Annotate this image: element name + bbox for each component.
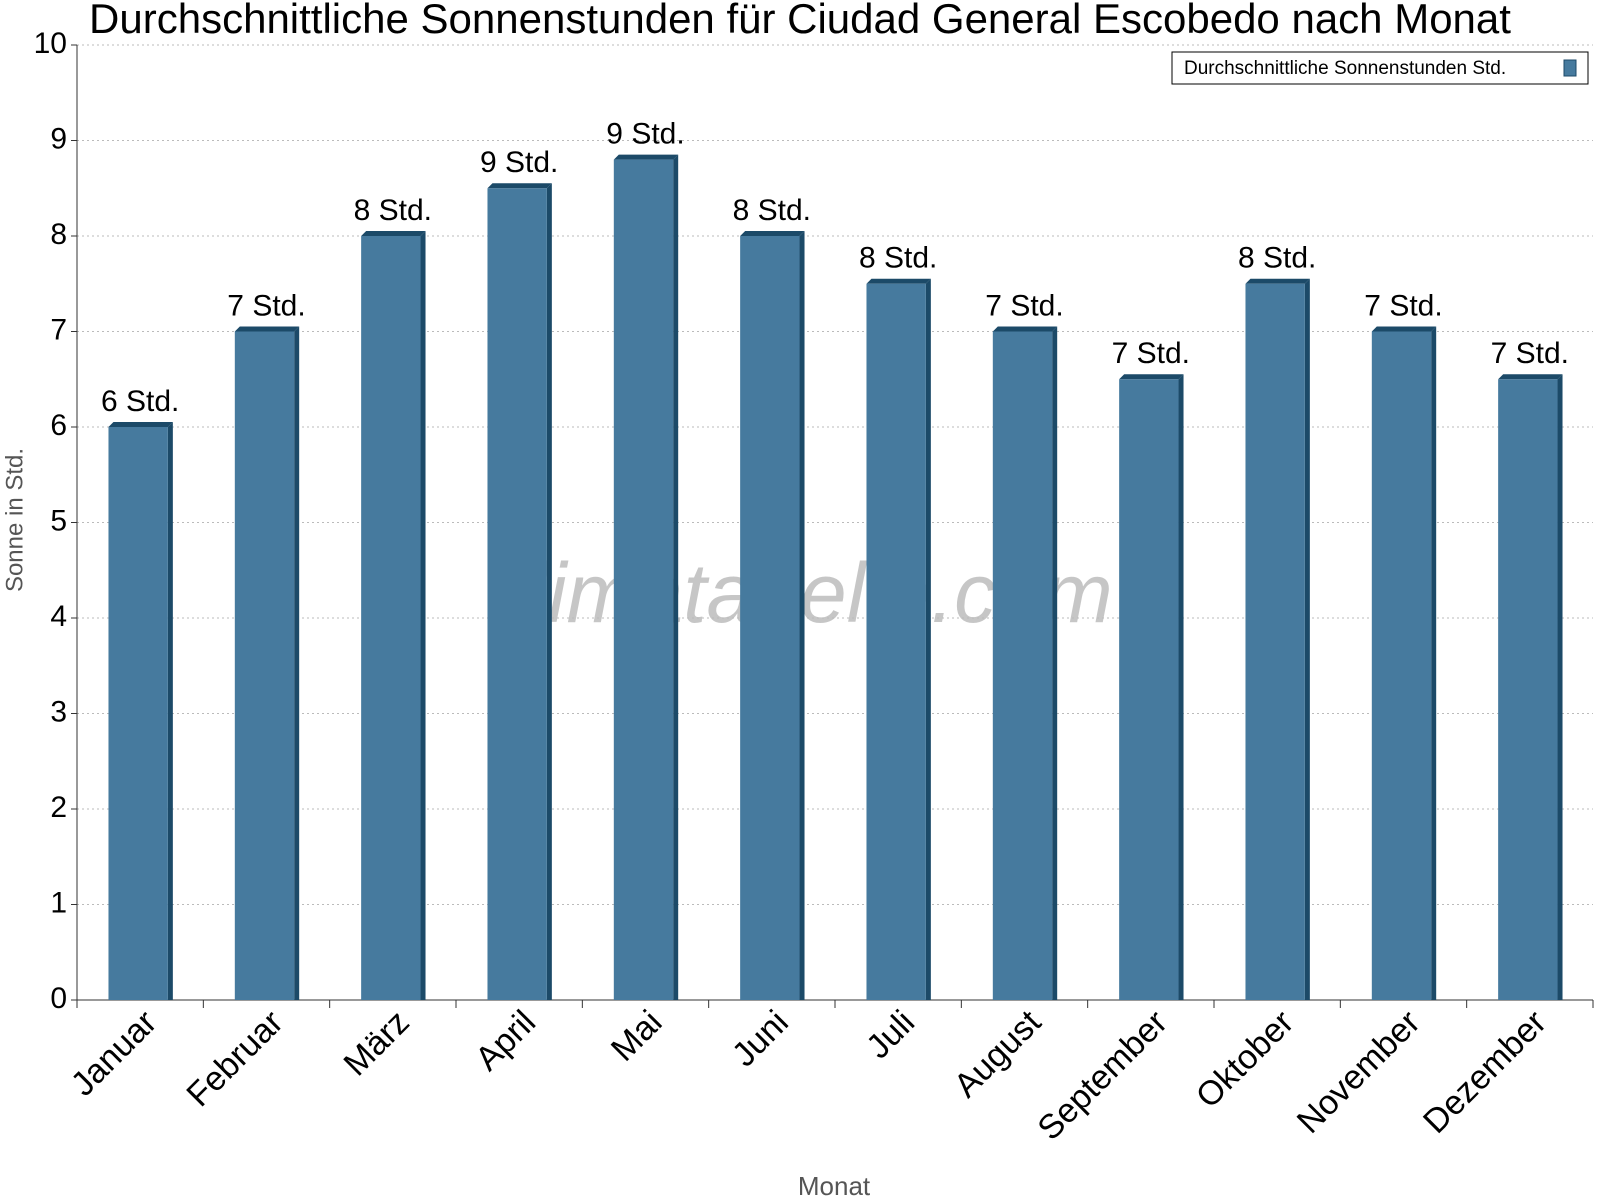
data-label: 8 Std. bbox=[733, 194, 811, 227]
bar bbox=[613, 159, 674, 1001]
bar-top bbox=[1371, 326, 1437, 332]
data-label: 8 Std. bbox=[354, 194, 432, 227]
data-label: 8 Std. bbox=[1238, 242, 1316, 275]
x-tick-label: Februar bbox=[179, 1003, 290, 1114]
bar bbox=[1498, 379, 1558, 1000]
bar-top bbox=[108, 422, 173, 427]
x-tick-label: Januar bbox=[64, 1003, 164, 1103]
y-axis-title: Sonne in Std. bbox=[1, 448, 28, 592]
x-axis-title: Monat bbox=[798, 1171, 871, 1200]
y-tick-label: 10 bbox=[34, 27, 67, 60]
bar bbox=[1245, 283, 1305, 1000]
chart-title: Durchschnittliche Sonnenstunden für Ciud… bbox=[89, 0, 1511, 42]
y-tick-label: 2 bbox=[50, 791, 67, 824]
bar-side bbox=[1557, 374, 1563, 1000]
x-tick-label: März bbox=[337, 1003, 417, 1083]
bar bbox=[992, 331, 1053, 1000]
data-label: 7 Std. bbox=[1112, 337, 1190, 370]
bar-top bbox=[740, 231, 805, 236]
x-tick-label: November bbox=[1290, 1003, 1428, 1141]
bar-top bbox=[361, 231, 426, 236]
bar bbox=[1119, 379, 1179, 1000]
bar bbox=[234, 331, 295, 1000]
bar-top bbox=[613, 154, 679, 160]
data-label: 9 Std. bbox=[606, 118, 684, 151]
x-tick-label: Mai bbox=[604, 1003, 670, 1069]
bar-top bbox=[992, 326, 1058, 332]
y-tick-label: 0 bbox=[50, 982, 67, 1015]
bar-side bbox=[1052, 326, 1058, 1000]
x-tick-label: Juli bbox=[859, 1003, 922, 1066]
legend-label: Durchschnittliche Sonnenstunden Std. bbox=[1184, 58, 1506, 79]
data-label: 7 Std. bbox=[1364, 289, 1442, 322]
data-label: 6 Std. bbox=[101, 385, 179, 418]
bar-top bbox=[487, 183, 552, 189]
bar-side bbox=[673, 154, 679, 1001]
bar-side bbox=[1431, 326, 1437, 1000]
legend-box bbox=[1171, 51, 1589, 85]
legend-swatch bbox=[1563, 59, 1577, 77]
y-tick-label: 4 bbox=[50, 600, 67, 633]
bar-side bbox=[925, 278, 931, 1000]
y-tick-label: 6 bbox=[50, 409, 67, 442]
x-tick-label: April bbox=[468, 1003, 543, 1078]
x-tick-label: Juni bbox=[725, 1003, 796, 1074]
bar-side bbox=[799, 231, 805, 1000]
bar-side bbox=[546, 183, 552, 1000]
bar-side bbox=[1304, 278, 1310, 1000]
data-label: 9 Std. bbox=[480, 146, 558, 179]
x-tick-label: August bbox=[947, 1003, 1049, 1105]
data-label: 8 Std. bbox=[859, 242, 937, 275]
bar bbox=[487, 188, 547, 1000]
bar bbox=[108, 427, 168, 1000]
bar-side bbox=[1178, 374, 1184, 1000]
x-tick-label: Oktober bbox=[1189, 1003, 1301, 1115]
y-tick-label: 9 bbox=[50, 122, 67, 155]
x-tick-label: Dezember bbox=[1416, 1003, 1554, 1141]
bar-side bbox=[294, 326, 300, 1000]
bar-top bbox=[234, 326, 300, 332]
data-label: 7 Std. bbox=[1491, 337, 1569, 370]
y-tick-label: 8 bbox=[50, 218, 67, 251]
bar-top bbox=[1245, 278, 1310, 284]
bar bbox=[866, 283, 926, 1000]
x-tick-label: September bbox=[1030, 1003, 1174, 1147]
y-tick-label: 1 bbox=[50, 886, 67, 919]
y-tick-label: 5 bbox=[50, 504, 67, 537]
bar-side bbox=[167, 422, 173, 1000]
data-label: 7 Std. bbox=[227, 289, 305, 322]
bar bbox=[740, 236, 800, 1000]
bar-top bbox=[866, 278, 931, 284]
y-tick-label: 7 bbox=[50, 313, 67, 346]
bar bbox=[1371, 331, 1432, 1000]
bar-top bbox=[1119, 374, 1184, 380]
data-label: 7 Std. bbox=[985, 289, 1063, 322]
legend: Durchschnittliche Sonnenstunden Std. bbox=[1171, 51, 1589, 85]
bar-side bbox=[420, 231, 426, 1000]
bar-top bbox=[1498, 374, 1563, 380]
y-tick-label: 3 bbox=[50, 695, 67, 728]
bar bbox=[361, 236, 421, 1000]
